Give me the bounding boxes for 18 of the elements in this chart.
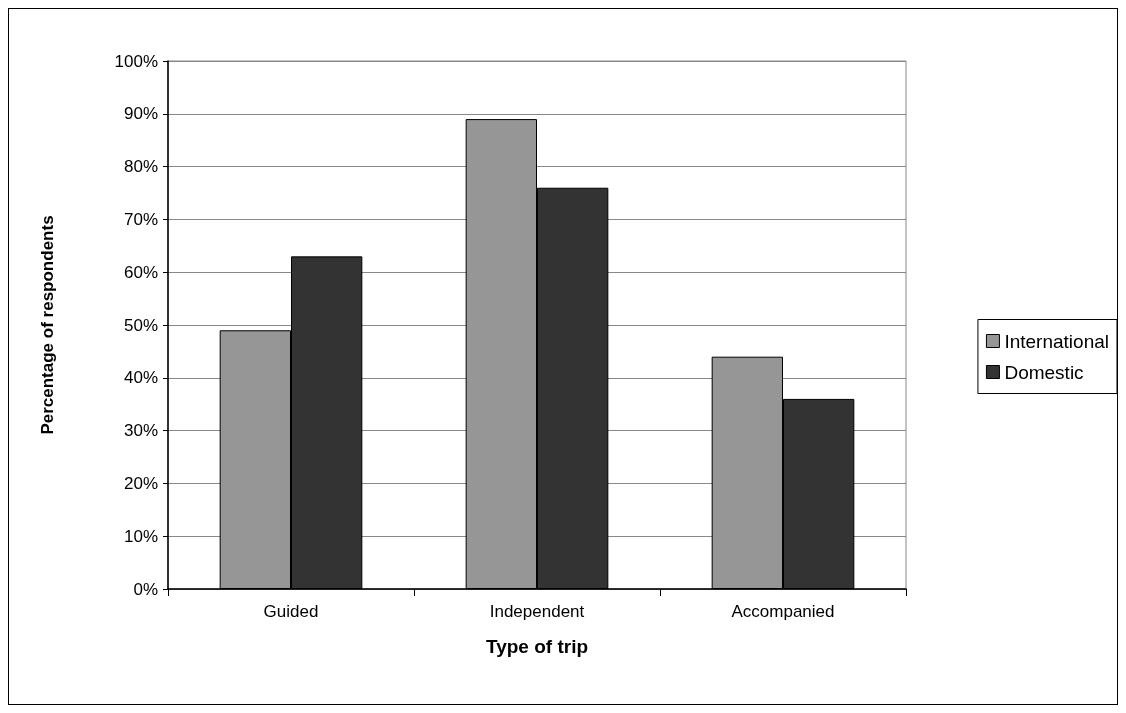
y-tick-label: 90%	[123, 104, 158, 124]
y-tick-label: 100%	[114, 51, 158, 71]
y-tick-label: 50%	[123, 315, 158, 335]
y-tick-label: 80%	[123, 157, 158, 177]
y-tick-label: 0%	[133, 579, 158, 599]
y-tick-label: 70%	[123, 209, 158, 229]
legend-label: Domestic	[1004, 361, 1084, 383]
x-tick-label: Accompanied	[731, 602, 835, 621]
y-tick-label: 30%	[123, 421, 158, 441]
y-tick-label: 60%	[123, 262, 158, 282]
x-tick-label: Independent	[489, 602, 585, 621]
x-tick-label: Guided	[263, 602, 319, 621]
legend-label: International	[1004, 330, 1109, 352]
y-tick-label: 40%	[123, 368, 158, 388]
x-axis-title: Type of trip	[485, 636, 589, 657]
y-tick-label: 20%	[123, 473, 158, 493]
y-tick-label: 10%	[123, 526, 158, 546]
y-axis-title: Percentage of respondents	[38, 215, 57, 435]
